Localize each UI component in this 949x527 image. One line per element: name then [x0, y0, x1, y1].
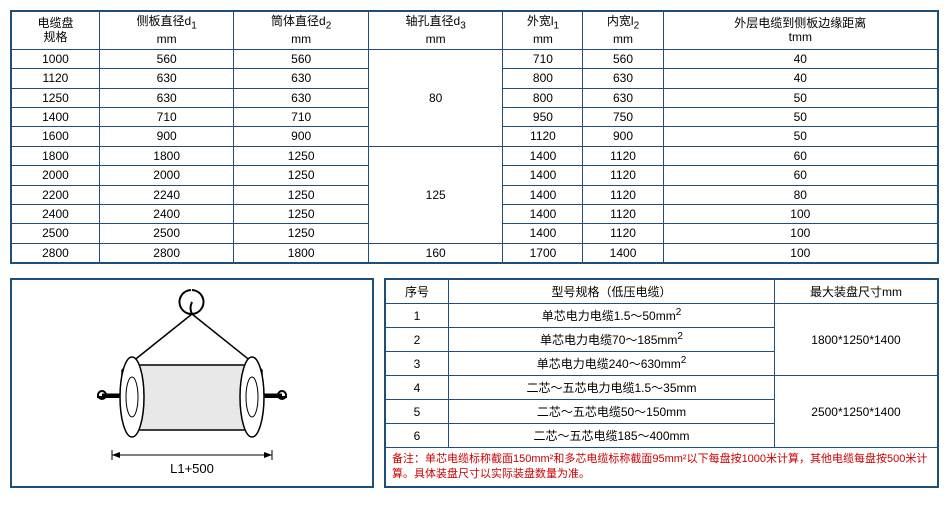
- table-row: 280028001800 160 17001400100: [11, 243, 938, 263]
- dimension-label: L1+500: [170, 461, 214, 476]
- table-row: 4 二芯～五芯电力电缆1.5～35mm 2500*1250*1400: [385, 376, 938, 400]
- drum-lifting-diagram: L1+500: [10, 278, 374, 488]
- note-row: 备注：单芯电缆标称截面150mm²和多芯电缆标称截面95mm²以下每盘按1000…: [385, 448, 938, 487]
- th-l1: 外宽l1mm: [503, 11, 583, 49]
- th-model: 型号规格（低压电缆）: [449, 279, 775, 304]
- d3-group-160: 160: [368, 243, 503, 263]
- cable-drum-spec-table: 电缆盘规格 侧板直径d1mm 筒体直径d2mm 轴孔直径d3mm 外宽l1mm …: [10, 10, 939, 264]
- th-max: 最大装盘尺寸mm: [775, 279, 939, 304]
- cable-model-table: 序号 型号规格（低压电缆） 最大装盘尺寸mm 1 单芯电力电缆1.5～50mm2…: [384, 278, 939, 488]
- d3-group-125: 125: [368, 146, 503, 243]
- table-row: 1 单芯电力电缆1.5～50mm2 1800*1250*1400: [385, 304, 938, 328]
- th-seq: 序号: [385, 279, 449, 304]
- th-spec: 电缆盘规格: [11, 11, 99, 49]
- max-size-1: 1800*1250*1400: [775, 304, 939, 376]
- d3-group-80: 80: [368, 49, 503, 146]
- th-l2: 内宽l2mm: [583, 11, 663, 49]
- table-row: 180018001250 125 1400112060: [11, 146, 938, 165]
- table-row: 1000560560 80 71056040: [11, 49, 938, 68]
- th-t: 外层电缆到侧板边缘距离tmm: [663, 11, 938, 49]
- th-d3: 轴孔直径d3mm: [368, 11, 503, 49]
- th-d1: 侧板直径d1mm: [99, 11, 234, 49]
- max-size-2: 2500*1250*1400: [775, 376, 939, 448]
- th-d2: 筒体直径d2mm: [234, 11, 369, 49]
